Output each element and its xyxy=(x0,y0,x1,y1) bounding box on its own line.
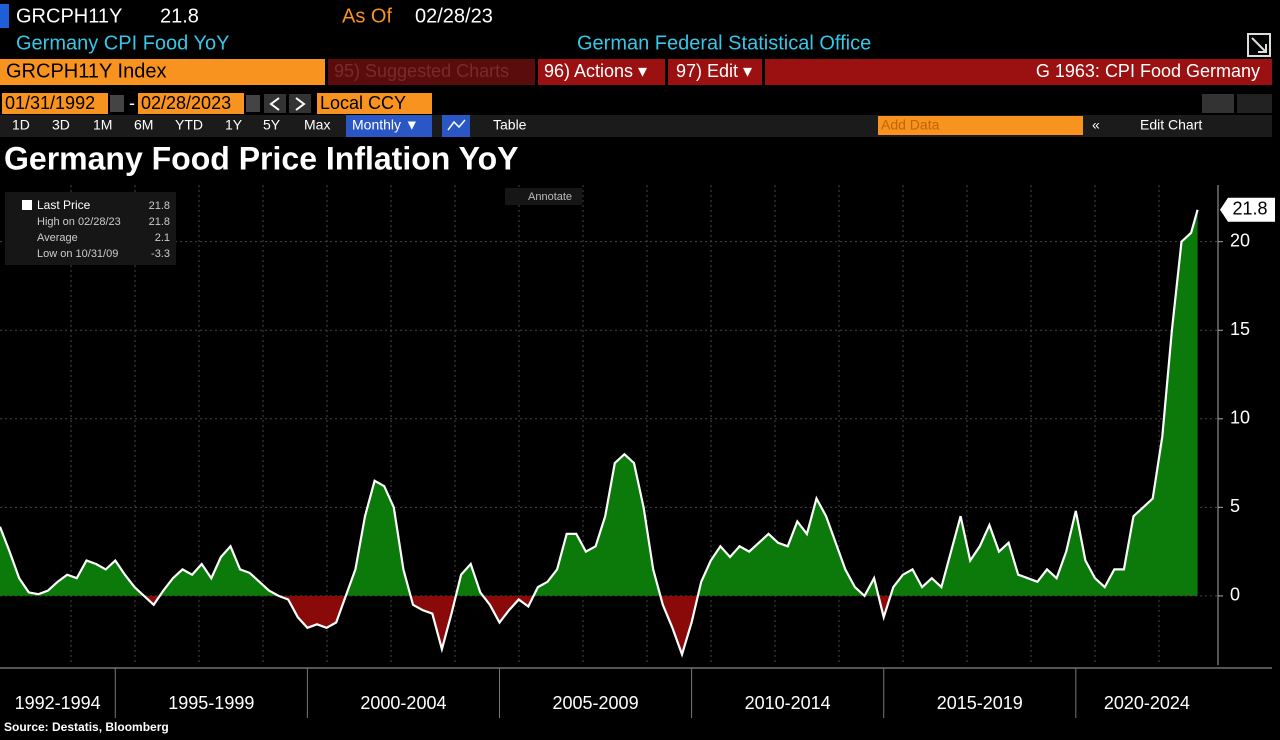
table-button[interactable]: Table xyxy=(493,117,527,133)
currency-field[interactable] xyxy=(317,93,432,114)
date-dash: - xyxy=(129,93,135,113)
y-tick-label: 20 xyxy=(1230,230,1250,250)
actions-button[interactable] xyxy=(538,59,665,85)
actions: 96) Actions ▾ xyxy=(544,61,647,81)
chart-type-icon xyxy=(447,119,466,131)
start-date: 01/31/1992 xyxy=(5,93,95,113)
x-period-label: 2000-2004 xyxy=(360,693,446,713)
y-tick-label: 15 xyxy=(1230,319,1250,339)
x-period-label: 1992-1994 xyxy=(15,693,101,713)
currency: Local CCY xyxy=(320,93,406,113)
x-period-label: 2010-2014 xyxy=(745,693,831,713)
period-button[interactable]: 6M xyxy=(134,117,153,133)
legend-box xyxy=(5,192,176,265)
legend-label: High on 02/28/23 xyxy=(37,216,121,228)
period-button[interactable]: 3D xyxy=(52,117,70,133)
last-price-label: 21.8 xyxy=(1232,199,1267,219)
period-button[interactable]: 1Y xyxy=(225,117,243,133)
legend-value: 21.8 xyxy=(149,200,170,212)
popout-icon[interactable] xyxy=(1247,33,1271,57)
legend-swatch xyxy=(22,200,32,210)
chart-name: G 1963: CPI Food Germany xyxy=(1036,61,1260,81)
prev-arrow xyxy=(269,97,280,111)
period-button[interactable]: YTD xyxy=(175,117,203,133)
undo-button[interactable] xyxy=(1202,94,1234,113)
description: Germany CPI Food YoY xyxy=(16,32,229,54)
period-button[interactable]: Max xyxy=(304,117,330,133)
ticker: GRCPH11Y xyxy=(16,5,122,27)
data-line xyxy=(0,209,1199,658)
as-of-label: As Of xyxy=(342,5,392,27)
edit: 97) Edit ▾ xyxy=(676,61,752,81)
x-period-label: 2005-2009 xyxy=(553,693,639,713)
legend-label: Average xyxy=(37,232,78,244)
annotate: Annotate xyxy=(528,191,572,203)
legend-value: 2.1 xyxy=(155,232,170,244)
suggested-button[interactable] xyxy=(328,59,535,85)
period-button[interactable]: 5Y xyxy=(263,117,281,133)
legend-label: Last Price xyxy=(37,198,91,212)
ticker-marker xyxy=(0,4,9,28)
legend-value: 21.8 xyxy=(149,216,170,228)
chart-type-button[interactable] xyxy=(442,115,470,137)
last-value: 21.8 xyxy=(160,5,199,27)
security-field[interactable] xyxy=(0,59,325,85)
period-button[interactable]: 1M xyxy=(93,117,112,133)
edit-chart[interactable]: Edit Chart xyxy=(1140,117,1202,133)
end-date-field[interactable] xyxy=(138,93,244,114)
calendar-icon[interactable] xyxy=(110,95,124,112)
prev-button[interactable] xyxy=(264,94,286,113)
frequency: Monthly ▼ xyxy=(352,117,419,133)
start-date-field[interactable] xyxy=(2,93,108,114)
area-negative xyxy=(144,595,891,655)
security: GRCPH11Y Index xyxy=(6,60,166,82)
chart-title: Germany Food Price Inflation YoY xyxy=(4,140,518,176)
x-period-label: 2015-2019 xyxy=(937,693,1023,713)
calendar-icon[interactable] xyxy=(246,95,260,112)
redo-button[interactable] xyxy=(1237,94,1272,113)
suggested: 95) Suggested Charts xyxy=(334,61,509,81)
next-button[interactable] xyxy=(289,94,311,113)
as-of-date: 02/28/23 xyxy=(415,5,493,27)
edit-button[interactable] xyxy=(668,59,762,85)
period-button[interactable]: 1D xyxy=(12,117,30,133)
next-arrow xyxy=(295,97,306,111)
source: Source: Destatis, Bloomberg xyxy=(4,720,169,734)
publisher: German Federal Statistical Office xyxy=(577,32,871,54)
x-period-label: 1995-1999 xyxy=(168,693,254,713)
end-date: 02/28/2023 xyxy=(141,93,231,113)
add-data: Add Data xyxy=(881,117,940,133)
add-data-field[interactable] xyxy=(878,116,1083,135)
last-price-tag xyxy=(1220,197,1275,222)
y-tick-label: 5 xyxy=(1230,496,1240,516)
y-tick-label: 10 xyxy=(1230,408,1250,428)
y-tick-label: 0 xyxy=(1230,585,1240,605)
annotate-button[interactable] xyxy=(505,188,582,205)
x-period-label: 2020-2024 xyxy=(1104,693,1190,713)
legend-value: -3.3 xyxy=(151,248,170,260)
chart-name-bar xyxy=(765,59,1272,85)
legend-label: Low on 10/31/09 xyxy=(37,248,118,260)
area-positive xyxy=(0,209,1198,596)
collapse-icon[interactable]: « xyxy=(1092,117,1100,133)
frequency-button[interactable] xyxy=(346,115,432,137)
